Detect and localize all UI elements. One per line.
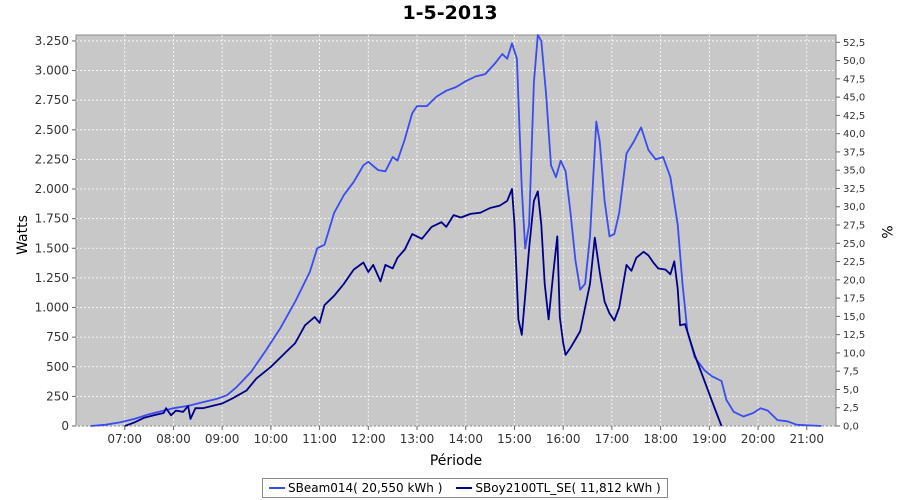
x-tick-label: 21:00 [789, 432, 824, 446]
y-tick-label: 3.250 [35, 34, 69, 48]
legend-label-sbeam: SBeam014( 20,550 kWh ) [288, 481, 443, 495]
y2-tick-label: 42,5 [843, 111, 865, 122]
y2-tick-label: 22,5 [843, 257, 865, 268]
x-tick-label: 18:00 [643, 432, 678, 446]
x-tick-label: 09:00 [205, 432, 240, 446]
y2-tick-label: 2,5 [843, 403, 859, 414]
y2-tick-label: 32,5 [843, 184, 865, 195]
y-tick-label: 250 [46, 389, 69, 403]
y-tick-label: 0 [61, 419, 69, 433]
y2-tick-label: 50,0 [843, 56, 865, 67]
x-tick-label: 15:00 [497, 432, 532, 446]
x-tick-label: 11:00 [302, 432, 337, 446]
y-tick-label: 1.750 [35, 212, 69, 226]
y2-tick-label: 35,0 [843, 166, 865, 177]
y2-tick-label: 0,0 [843, 422, 859, 433]
x-tick-label: 14:00 [448, 432, 483, 446]
plot-background [75, 34, 837, 427]
y2-tick-label: 27,5 [843, 221, 865, 232]
y2-tick-label: 37,5 [843, 147, 865, 158]
y2-tick-label: 17,5 [843, 294, 865, 305]
y-tick-label: 750 [46, 330, 69, 344]
x-tick-label: 07:00 [107, 432, 142, 446]
y-tick-label: 2.250 [35, 152, 69, 166]
series-line-1 [124, 188, 723, 427]
series-line-0 [90, 34, 822, 427]
y2-tick-label: 25,0 [843, 239, 865, 250]
y2-axis-label: % [878, 225, 894, 238]
legend-item-sboy: SBoy2100TL_SE( 11,812 kWh ) [456, 481, 661, 495]
x-tick-label: 10:00 [254, 432, 289, 446]
legend-label-sboy: SBoy2100TL_SE( 11,812 kWh ) [475, 481, 661, 495]
y2-tick-label: 30,0 [843, 202, 865, 213]
y2-tick-label: 15,0 [843, 312, 865, 323]
legend-item-sbeam: SBeam014( 20,550 kWh ) [269, 481, 442, 495]
legend-swatch-sbeam [269, 487, 285, 489]
y-tick-label: 500 [46, 360, 69, 374]
x-tick-label: 08:00 [156, 432, 191, 446]
y2-tick-label: 47,5 [843, 74, 865, 85]
y2-tick-label: 10,0 [843, 348, 865, 359]
y2-tick-label: 20,0 [843, 275, 865, 286]
y2-tick-label: 12,5 [843, 330, 865, 341]
y-tick-label: 1.500 [35, 241, 69, 255]
y-tick-label: 3.000 [35, 64, 69, 78]
x-tick-label: 19:00 [692, 432, 727, 446]
legend: SBeam014( 20,550 kWh ) SBoy2100TL_SE( 11… [262, 478, 668, 498]
y-tick-label: 1.250 [35, 271, 69, 285]
y2-tick-label: 5,0 [843, 385, 859, 396]
y2-tick-label: 40,0 [843, 129, 865, 140]
x-tick-label: 16:00 [546, 432, 581, 446]
x-tick-label: 17:00 [595, 432, 630, 446]
y-axis-label: Watts [15, 215, 31, 255]
y2-tick-label: 7,5 [843, 367, 859, 378]
y-tick-label: 1.000 [35, 301, 69, 315]
x-tick-label: 13:00 [400, 432, 435, 446]
x-tick-label: 20:00 [741, 432, 776, 446]
y-tick-label: 2.750 [35, 93, 69, 107]
x-axis-label: Période [430, 453, 482, 469]
y2-tick-label: 45,0 [843, 93, 865, 104]
y-tick-label: 2.000 [35, 182, 69, 196]
legend-swatch-sboy [456, 487, 473, 489]
x-tick-label: 12:00 [351, 432, 386, 446]
y-tick-label: 2.500 [35, 123, 69, 137]
chart-title: 1-5-2013 [402, 2, 498, 24]
y2-tick-label: 52,5 [843, 38, 865, 49]
